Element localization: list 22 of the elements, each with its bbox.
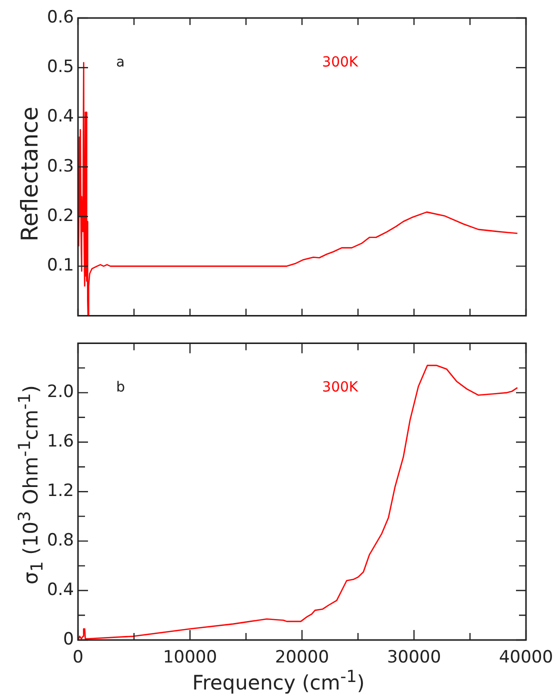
y-tick-label: 1.6 xyxy=(46,432,74,452)
y-tick-label: 0.5 xyxy=(46,57,74,78)
y-tick-label: 0 xyxy=(63,629,74,650)
x-tick-label: 30000 xyxy=(386,648,442,668)
x-axis-title: Frequency (cm$^{-1}$) xyxy=(191,667,366,695)
y-tick-label: 2.0 xyxy=(46,382,74,402)
y-tick-label: 0.2 xyxy=(46,206,74,226)
y-tick-label: 0.1 xyxy=(46,256,74,276)
y-tick-label: 0.3 xyxy=(46,156,74,176)
y-tick-label: 0.6 xyxy=(46,7,74,28)
y-tick-label: 0.8 xyxy=(46,530,74,550)
y-axis-title: Reflectance xyxy=(16,106,43,241)
y-tick-label: 0.4 xyxy=(46,580,74,600)
x-tick-label: 40000 xyxy=(498,648,554,668)
annotation: 300K xyxy=(322,379,359,396)
x-tick-label: 20000 xyxy=(274,648,330,668)
y-tick-label: 1.2 xyxy=(46,481,74,502)
annotation: 300K xyxy=(322,54,359,70)
annotation: a xyxy=(116,54,125,70)
annotation: b xyxy=(116,379,126,396)
y-tick-label: 0.4 xyxy=(46,106,74,127)
x-tick-label: 10000 xyxy=(162,648,218,668)
